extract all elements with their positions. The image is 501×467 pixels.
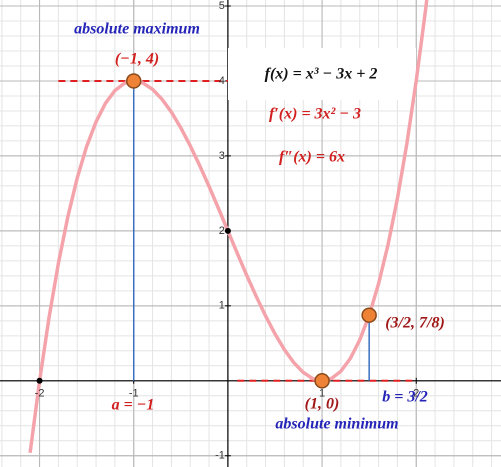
point [224,227,231,234]
annotation: (−1, 4) [115,51,159,68]
point [36,377,43,384]
annotation: f″(x) = 6x [279,149,345,166]
annotation: absolute maximum [74,21,200,38]
x-tick-label: 2 [413,388,419,400]
y-tick-label: 1 [219,300,225,312]
plot [28,0,429,454]
x-tick-label: 1 [319,388,325,400]
x-tick-label: -2 [35,388,45,400]
y-tick-label: -1 [215,450,225,462]
annotation: absolute minimum [275,416,398,433]
y-tick-label: 4 [219,75,225,87]
annotation: b = 3/2 [382,389,428,406]
annotation: (3/2, 7/8) [385,315,445,332]
formula-box [228,48,416,100]
annotation: a = −1 [112,397,155,414]
point [125,73,142,89]
point [314,373,330,389]
point [361,307,377,323]
y-tick-label: 2 [219,225,225,237]
y-tick-label: 3 [219,150,225,162]
x-tick-label: -1 [129,388,139,400]
annotation: f′(x) = 3x² − 3 [269,106,361,123]
annotation: (1, 0) [305,396,340,413]
y-tick-label: 5 [219,0,225,12]
annotation: f(x) = x³ − 3x + 2 [265,66,378,83]
